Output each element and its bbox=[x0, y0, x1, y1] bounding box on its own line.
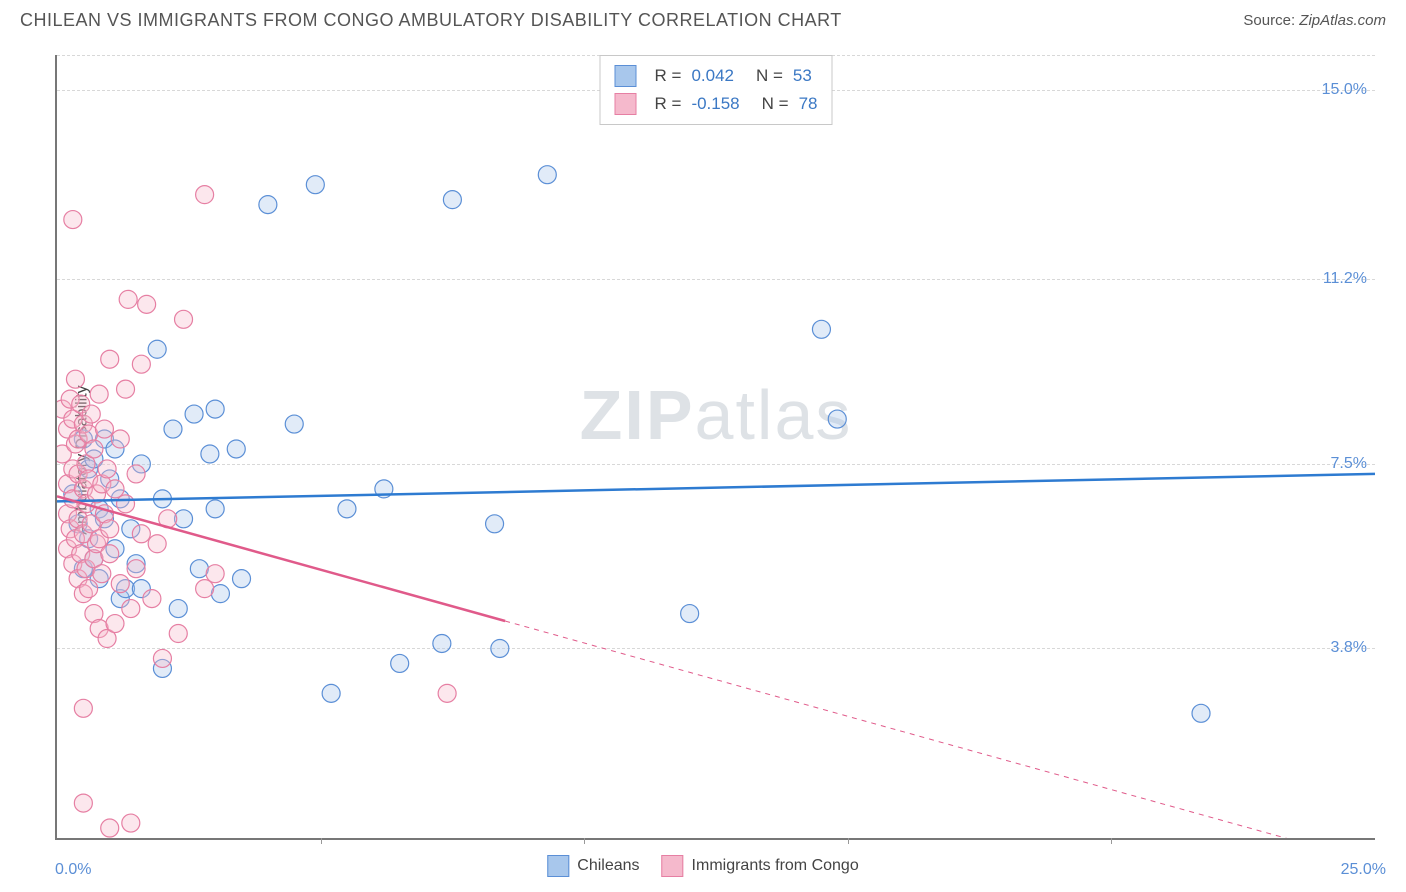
data-point bbox=[433, 634, 451, 652]
data-point bbox=[117, 495, 135, 513]
data-point bbox=[391, 654, 409, 672]
data-point bbox=[185, 405, 203, 423]
source-attribution: Source: ZipAtlas.com bbox=[1243, 12, 1386, 29]
data-point bbox=[164, 420, 182, 438]
data-point bbox=[148, 535, 166, 553]
data-point bbox=[132, 355, 150, 373]
data-point bbox=[74, 794, 92, 812]
data-point bbox=[101, 350, 119, 368]
x-axis-min-label: 0.0% bbox=[55, 861, 91, 879]
source-name: ZipAtlas.com bbox=[1299, 12, 1386, 29]
data-point bbox=[206, 500, 224, 518]
n-value-0: 53 bbox=[793, 62, 812, 90]
data-point bbox=[190, 560, 208, 578]
data-point bbox=[106, 480, 124, 498]
data-point bbox=[101, 520, 119, 538]
data-point bbox=[169, 600, 187, 618]
data-point bbox=[169, 625, 187, 643]
trend-line-dashed bbox=[505, 621, 1375, 838]
legend-row-series-0: R = 0.042 N = 53 bbox=[615, 62, 818, 90]
data-point bbox=[175, 310, 193, 328]
chart-svg bbox=[57, 55, 1375, 838]
data-point bbox=[196, 580, 214, 598]
data-point bbox=[206, 565, 224, 583]
x-axis-max-label: 25.0% bbox=[1341, 861, 1386, 879]
data-point bbox=[148, 340, 166, 358]
data-point bbox=[95, 420, 113, 438]
legend-label-0: Chileans bbox=[577, 857, 639, 874]
data-point bbox=[122, 600, 140, 618]
data-point bbox=[82, 405, 100, 423]
plot-area: R = 0.042 N = 53 R = -0.158 N = 78 ZIPat… bbox=[55, 55, 1375, 840]
data-point bbox=[227, 440, 245, 458]
data-point bbox=[119, 290, 137, 308]
chart-title: CHILEAN VS IMMIGRANTS FROM CONGO AMBULAT… bbox=[20, 10, 842, 31]
r-value-0: 0.042 bbox=[691, 62, 734, 90]
data-point bbox=[438, 684, 456, 702]
data-point bbox=[491, 639, 509, 657]
legend-item-1: Immigrants from Congo bbox=[662, 855, 859, 877]
data-point bbox=[338, 500, 356, 518]
data-point bbox=[138, 295, 156, 313]
data-point bbox=[132, 525, 150, 543]
r-value-1: -0.158 bbox=[691, 90, 739, 118]
data-point bbox=[153, 649, 171, 667]
data-point bbox=[90, 385, 108, 403]
data-point bbox=[101, 545, 119, 563]
x-tick-mark bbox=[321, 838, 322, 844]
data-point bbox=[66, 370, 84, 388]
data-point bbox=[486, 515, 504, 533]
r-label: R = bbox=[655, 62, 682, 90]
data-point bbox=[306, 176, 324, 194]
data-point bbox=[828, 410, 846, 428]
data-point bbox=[143, 590, 161, 608]
data-point bbox=[127, 560, 145, 578]
n-label: N = bbox=[762, 90, 789, 118]
legend-swatch-icon bbox=[547, 855, 569, 877]
data-point bbox=[111, 575, 129, 593]
data-point bbox=[85, 440, 103, 458]
data-point bbox=[538, 166, 556, 184]
legend-swatch-1 bbox=[615, 93, 637, 115]
data-point bbox=[111, 430, 129, 448]
data-point bbox=[211, 585, 229, 603]
data-point bbox=[322, 684, 340, 702]
data-point bbox=[196, 186, 214, 204]
legend-item-0: Chileans bbox=[547, 855, 639, 877]
data-point bbox=[117, 380, 135, 398]
data-point bbox=[93, 565, 111, 583]
data-point bbox=[106, 615, 124, 633]
data-point bbox=[259, 196, 277, 214]
data-point bbox=[233, 570, 251, 588]
data-point bbox=[101, 819, 119, 837]
data-point bbox=[98, 460, 116, 478]
data-point bbox=[681, 605, 699, 623]
chart-container: Ambulatory Disability R = 0.042 N = 53 R… bbox=[0, 35, 1406, 885]
x-tick-mark bbox=[584, 838, 585, 844]
legend-swatch-icon bbox=[662, 855, 684, 877]
data-point bbox=[122, 814, 140, 832]
data-point bbox=[74, 699, 92, 717]
data-point bbox=[201, 445, 219, 463]
trend-line bbox=[57, 474, 1375, 501]
data-point bbox=[64, 211, 82, 229]
data-point bbox=[206, 400, 224, 418]
n-value-1: 78 bbox=[799, 90, 818, 118]
data-point bbox=[812, 320, 830, 338]
data-point bbox=[285, 415, 303, 433]
legend-row-series-1: R = -0.158 N = 78 bbox=[615, 90, 818, 118]
x-tick-mark bbox=[1111, 838, 1112, 844]
x-tick-mark bbox=[848, 838, 849, 844]
legend-swatch-0 bbox=[615, 65, 637, 87]
series-legend: Chileans Immigrants from Congo bbox=[547, 855, 858, 877]
data-point bbox=[1192, 704, 1210, 722]
data-point bbox=[80, 580, 98, 598]
legend-label-1: Immigrants from Congo bbox=[692, 857, 859, 874]
n-label: N = bbox=[756, 62, 783, 90]
source-prefix: Source: bbox=[1243, 12, 1299, 29]
correlation-legend: R = 0.042 N = 53 R = -0.158 N = 78 bbox=[600, 55, 833, 125]
r-label: R = bbox=[655, 90, 682, 118]
data-point bbox=[443, 191, 461, 209]
data-point bbox=[127, 465, 145, 483]
